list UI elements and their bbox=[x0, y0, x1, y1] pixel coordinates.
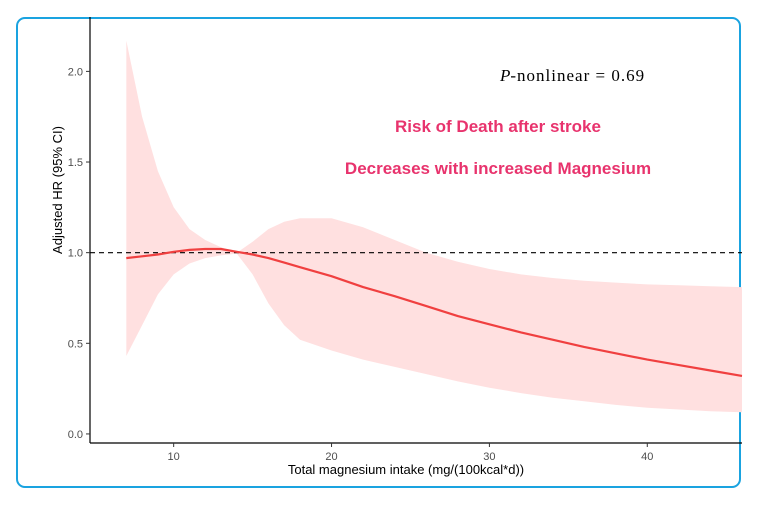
x-axis-title: Total magnesium intake (mg/(100kcal*d)) bbox=[288, 462, 524, 477]
x-tick-label: 40 bbox=[641, 451, 653, 463]
y-axis-title: Adjusted HR (95% CI) bbox=[50, 126, 65, 254]
x-tick-label: 20 bbox=[325, 451, 337, 463]
x-tick-label: 10 bbox=[168, 451, 180, 463]
p-nonlinear-annotation: P-nonlinear = 0.69 bbox=[499, 66, 645, 85]
y-tick-label: 0.5 bbox=[68, 338, 83, 350]
p-text: -nonlinear = 0.69 bbox=[510, 66, 645, 85]
annotation-line-2: Decreases with increased Magnesium bbox=[345, 159, 651, 178]
confidence-band bbox=[126, 40, 743, 413]
x-tick-label: 30 bbox=[483, 451, 495, 463]
hr-curve bbox=[126, 247, 743, 377]
p-italic: P bbox=[499, 66, 510, 85]
y-tick-label: 1.5 bbox=[68, 157, 83, 169]
annotation-line-1: Risk of Death after stroke bbox=[395, 117, 601, 136]
y-tick-label: 0.0 bbox=[68, 429, 83, 441]
y-tick-label: 2.0 bbox=[68, 66, 83, 78]
y-tick-label: 1.0 bbox=[68, 248, 83, 260]
